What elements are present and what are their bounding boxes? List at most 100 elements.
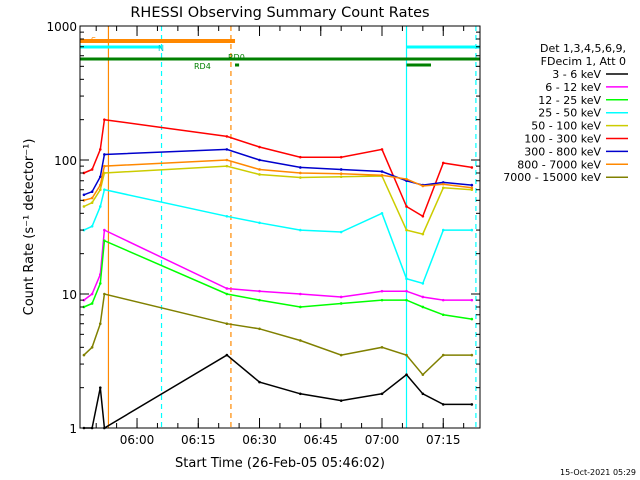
x-axis-label: Start Time (26-Feb-05 05:46:02) <box>175 456 385 471</box>
data-point-1-5 <box>258 289 261 293</box>
data-point-5-3 <box>103 118 106 121</box>
x-tick-label: 06:30 <box>242 433 277 447</box>
data-point-3-2 <box>98 205 102 208</box>
legend-label: 6 - 12 keV <box>545 81 601 94</box>
data-point-3-10 <box>421 282 425 285</box>
series-line-2 <box>83 239 472 320</box>
series-line-3 <box>83 188 472 285</box>
flag-label-rd0: RD0 <box>228 53 245 62</box>
data-point-6-0 <box>82 193 86 197</box>
x-tick-label: 06:45 <box>303 433 338 447</box>
y-tick-label: 10 <box>62 288 77 302</box>
data-point-8-9 <box>405 353 408 357</box>
legend-label: 3 - 6 keV <box>552 68 601 81</box>
data-point-4-0 <box>82 205 86 208</box>
series-line-7 <box>83 159 472 202</box>
y-tick-label: 100 <box>54 154 77 168</box>
data-point-1-8 <box>380 289 384 293</box>
data-point-0-7 <box>339 399 343 402</box>
data-point-2-6 <box>299 305 302 309</box>
data-point-5-8 <box>380 148 384 151</box>
series-line-1 <box>83 228 472 301</box>
data-point-5-12 <box>470 166 474 169</box>
data-point-7-9 <box>405 177 408 181</box>
data-point-2-12 <box>470 317 474 321</box>
data-point-4-9 <box>405 228 408 232</box>
data-point-3-12 <box>470 228 474 232</box>
flag-label-s: S <box>91 36 96 45</box>
data-point-7-7 <box>339 172 343 176</box>
data-point-1-1 <box>90 292 94 296</box>
data-point-0-2 <box>98 386 102 389</box>
legend-label: 7000 - 15000 keV <box>503 171 601 184</box>
data-point-5-1 <box>90 168 94 171</box>
data-point-8-0 <box>82 353 86 357</box>
data-point-4-5 <box>258 173 261 176</box>
data-point-7-2 <box>98 183 102 187</box>
data-point-1-12 <box>470 298 474 302</box>
data-point-8-7 <box>339 353 343 357</box>
data-point-8-11 <box>441 353 445 357</box>
data-point-0-9 <box>405 373 408 376</box>
legend-label: 300 - 800 keV <box>524 145 601 158</box>
legend-label: 100 - 300 keV <box>524 133 601 146</box>
data-point-1-6 <box>299 292 302 296</box>
data-point-0-10 <box>421 392 425 396</box>
x-tick-label: 07:00 <box>365 433 400 447</box>
series-line-8 <box>83 293 472 376</box>
data-point-7-11 <box>441 182 445 186</box>
plot-area: S N RD0 RD4 <box>79 26 480 430</box>
series-line-4 <box>83 165 472 235</box>
data-point-4-12 <box>470 188 474 192</box>
data-point-8-3 <box>103 292 106 296</box>
data-point-4-4 <box>225 164 229 168</box>
data-point-8-2 <box>98 322 102 326</box>
data-point-0-5 <box>258 380 261 384</box>
flag-label-rd4: RD4 <box>194 62 211 71</box>
data-point-6-12 <box>470 183 474 187</box>
data-point-4-11 <box>441 186 445 190</box>
series-line-0 <box>83 354 472 430</box>
data-point-0-6 <box>299 392 302 396</box>
data-point-8-10 <box>421 373 425 376</box>
data-point-5-2 <box>98 148 102 151</box>
data-point-8-1 <box>90 346 94 349</box>
data-point-6-2 <box>98 175 102 179</box>
data-point-6-1 <box>90 190 94 194</box>
data-point-4-2 <box>98 188 102 192</box>
data-point-4-7 <box>339 175 343 179</box>
x-axis: 06:00 06:15 06:30 06:45 07:00 07:15 <box>95 26 465 447</box>
legend-header-line: Det 1,3,4,5,6,9, <box>540 42 626 55</box>
series-line-6 <box>83 148 472 196</box>
data-point-3-9 <box>405 277 408 281</box>
data-point-4-10 <box>421 232 425 236</box>
data-point-6-4 <box>225 148 229 151</box>
series-line-5 <box>83 118 472 218</box>
data-point-7-1 <box>90 196 94 200</box>
data-point-7-8 <box>380 173 384 177</box>
data-point-6-3 <box>103 153 106 156</box>
data-point-1-11 <box>441 298 445 302</box>
data-point-2-9 <box>405 298 408 302</box>
y-axis-label: Count Rate (s⁻¹ detector⁻¹) <box>22 139 37 316</box>
data-point-1-3 <box>103 228 106 232</box>
data-point-5-7 <box>339 155 343 159</box>
data-point-3-11 <box>441 228 445 232</box>
data-point-6-6 <box>299 166 302 169</box>
data-point-0-11 <box>441 403 445 406</box>
data-point-3-5 <box>258 221 261 225</box>
data-point-4-1 <box>90 201 94 205</box>
flag-label-n: N <box>158 44 164 53</box>
data-point-3-3 <box>103 188 106 192</box>
data-point-8-8 <box>380 346 384 349</box>
data-point-2-7 <box>339 302 343 305</box>
data-point-5-10 <box>421 215 425 218</box>
data-point-7-10 <box>421 184 425 188</box>
x-tick-label: 06:00 <box>120 433 155 447</box>
y-axis: 1 10 100 1000 <box>46 20 480 436</box>
data-point-7-5 <box>258 168 261 171</box>
data-point-5-4 <box>225 135 229 138</box>
legend-header-line: FDecim 1, Att 0 <box>541 55 626 68</box>
data-point-1-4 <box>225 287 229 290</box>
